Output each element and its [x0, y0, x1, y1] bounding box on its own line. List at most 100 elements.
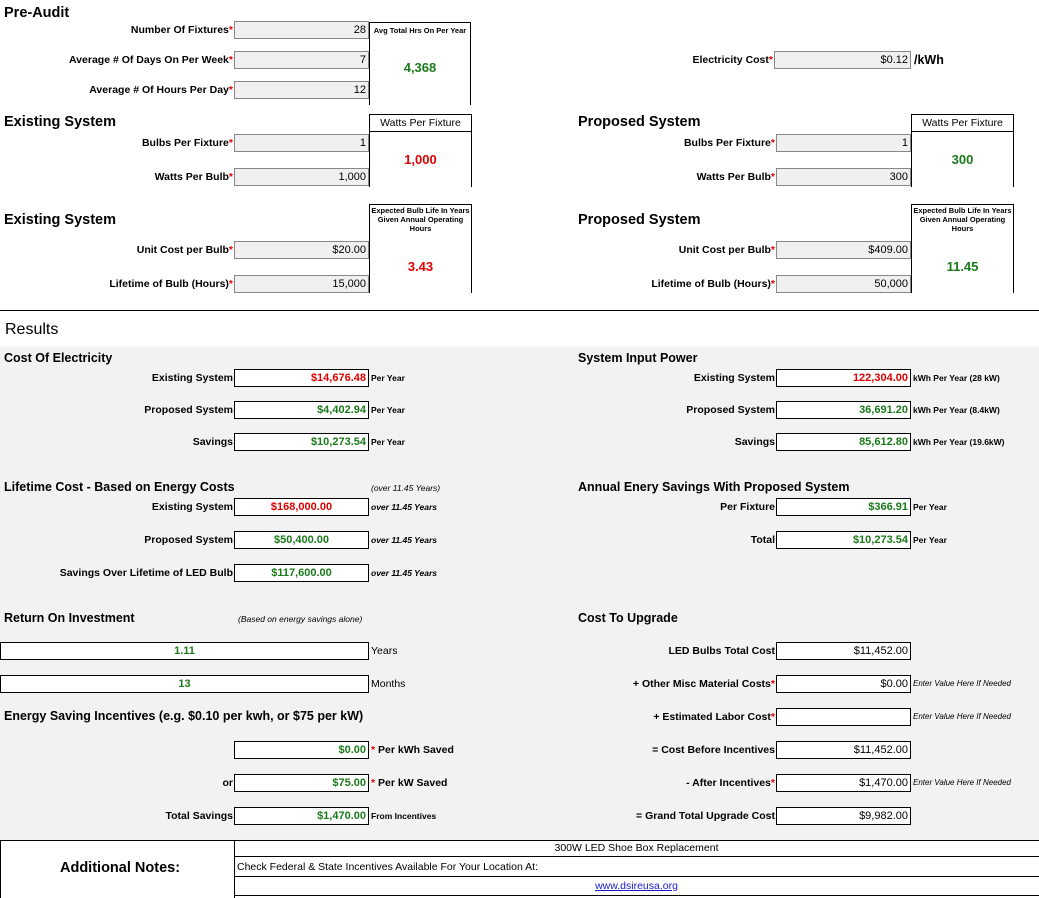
label-text: or — [222, 777, 234, 789]
unit: Per Year — [371, 373, 405, 383]
result-header: Expected Bulb Life In Years Given Annual… — [913, 206, 1012, 233]
unit: kWh Per Year (19.6kW) — [913, 437, 1005, 447]
field-label: Average # Of Hours Per Day* — [89, 82, 233, 98]
section-title: Annual Enery Savings With Proposed Syste… — [578, 480, 850, 494]
label-text: Number Of Fixtures — [130, 24, 229, 36]
input-field: $0.00 — [234, 741, 369, 759]
input-field: $1,470.00 — [776, 774, 911, 792]
label-text: Unit Cost per Bulb — [136, 244, 229, 256]
section-title: Cost Of Electricity — [4, 351, 113, 365]
input-field: 85,612.80 — [776, 433, 911, 451]
input-field: $11,452.00 — [776, 642, 911, 660]
label-text: = Cost Before Incentives — [652, 744, 775, 756]
field-label: Per Fixture — [720, 499, 775, 515]
section-title: Results — [5, 321, 59, 338]
section-title: System Input Power — [578, 351, 698, 365]
unit: kWh Per Year (8.4kW) — [913, 405, 1000, 415]
field-label: Unit Cost per Bulb* — [679, 242, 775, 258]
notes-line: Check Federal & State Incentives Availab… — [237, 861, 538, 873]
input-field: $4,402.94 — [234, 401, 369, 419]
required-mark: * — [770, 278, 775, 290]
label-text: - After Incentives — [686, 777, 771, 789]
field-label: Total — [751, 532, 775, 548]
result-value: 11.45 — [946, 259, 979, 274]
label-text: Savings Over Lifetime of LED Bulb — [59, 567, 233, 579]
input-field: 50,000 — [776, 275, 911, 293]
section-title: Energy Saving Incentives (e.g. $0.10 per… — [4, 709, 364, 723]
field-label: Average # Of Days On Per Week* — [69, 52, 233, 68]
unit-group: From Incentives — [371, 808, 436, 824]
results-background — [0, 347, 1039, 840]
unit: Years — [371, 645, 398, 657]
field-label: Unit Cost per Bulb* — [137, 242, 233, 258]
label-text: Existing System — [151, 501, 233, 513]
required-mark: * — [228, 278, 233, 290]
required-mark: * — [770, 244, 775, 256]
field-label: Existing System — [694, 370, 775, 386]
field-label: = Grand Total Upgrade Cost — [636, 808, 775, 824]
required-mark: * — [228, 244, 233, 256]
required-mark: * — [228, 54, 233, 66]
required-mark: * — [371, 744, 376, 756]
unit: over 11.45 Years — [371, 568, 438, 578]
result-header: Watts Per Fixture — [911, 114, 1014, 132]
input-field: $75.00 — [234, 774, 369, 792]
label-text: Proposed System — [144, 404, 233, 416]
label-text: Bulbs Per Fixture — [683, 137, 771, 149]
unit: over 11.45 Years — [371, 502, 438, 512]
label-text: Lifetime of Bulb (Hours) — [651, 278, 771, 290]
required-mark: * — [768, 54, 773, 66]
input-field: 122,304.00 — [776, 369, 911, 387]
section-title: Proposed System — [578, 212, 701, 228]
field-label: Proposed System — [144, 532, 233, 548]
label-text: = Grand Total Upgrade Cost — [636, 810, 775, 822]
label-text: + Other Misc Material Costs — [632, 678, 771, 690]
field-note: Enter Value Here If Needed — [913, 778, 1011, 787]
section-note: (Based on energy savings alone) — [238, 614, 363, 624]
unit: kWh Per Year (28 kW) — [913, 373, 1000, 383]
notes-rule — [234, 895, 1039, 896]
required-mark: * — [770, 137, 775, 149]
input-field: 36,691.20 — [776, 401, 911, 419]
result-box — [911, 204, 1014, 293]
required-mark: * — [228, 137, 233, 149]
section-title: Lifetime Cost - Based on Energy Costs — [4, 480, 235, 494]
required-mark: * — [228, 171, 233, 183]
input-field: 1,000 — [234, 168, 369, 186]
input-field: $409.00 — [776, 241, 911, 259]
input-field: 12 — [234, 81, 369, 99]
notes-link[interactable]: www.dsireusa.org — [595, 880, 678, 892]
result-box — [369, 204, 472, 293]
field-label: Bulbs Per Fixture* — [684, 135, 775, 151]
label-text: Existing System — [693, 372, 775, 384]
input-field: 15,000 — [234, 275, 369, 293]
field-label: Proposed System — [686, 402, 775, 418]
input-field: $117,600.00 — [234, 564, 369, 582]
input-field: 7 — [234, 51, 369, 69]
field-label: Total Savings — [166, 808, 234, 824]
field-note: Enter Value Here If Needed — [913, 679, 1011, 688]
required-mark: * — [228, 24, 233, 36]
unit: Per Year — [913, 535, 947, 545]
label-text: Total — [750, 534, 775, 546]
result-value: 3.43 — [407, 259, 434, 274]
field-label: Watts Per Bulb* — [155, 169, 233, 185]
label-text: Bulbs Per Fixture — [141, 137, 229, 149]
result-header: Expected Bulb Life In Years Given Annual… — [371, 206, 470, 233]
section-title: Cost To Upgrade — [578, 611, 678, 625]
input-field: 13 — [0, 675, 369, 693]
field-label: Existing System — [152, 499, 233, 515]
field-label: Savings — [735, 434, 775, 450]
label-text: Electricity Cost — [692, 54, 769, 66]
result-box — [369, 114, 472, 187]
unit: Per Year — [371, 437, 405, 447]
input-field: $168,000.00 — [234, 498, 369, 516]
unit-group: * Per kWh Saved — [371, 742, 454, 758]
notes-line: 300W LED Shoe Box Replacement — [234, 840, 1039, 857]
label-text: Average # Of Hours Per Day — [89, 84, 229, 96]
input-field: $366.91 — [776, 498, 911, 516]
input-field: 1 — [234, 134, 369, 152]
label-text: Per Fixture — [720, 501, 775, 513]
label-text: Watts Per Bulb — [696, 171, 771, 183]
input-field: $1,470.00 — [234, 807, 369, 825]
